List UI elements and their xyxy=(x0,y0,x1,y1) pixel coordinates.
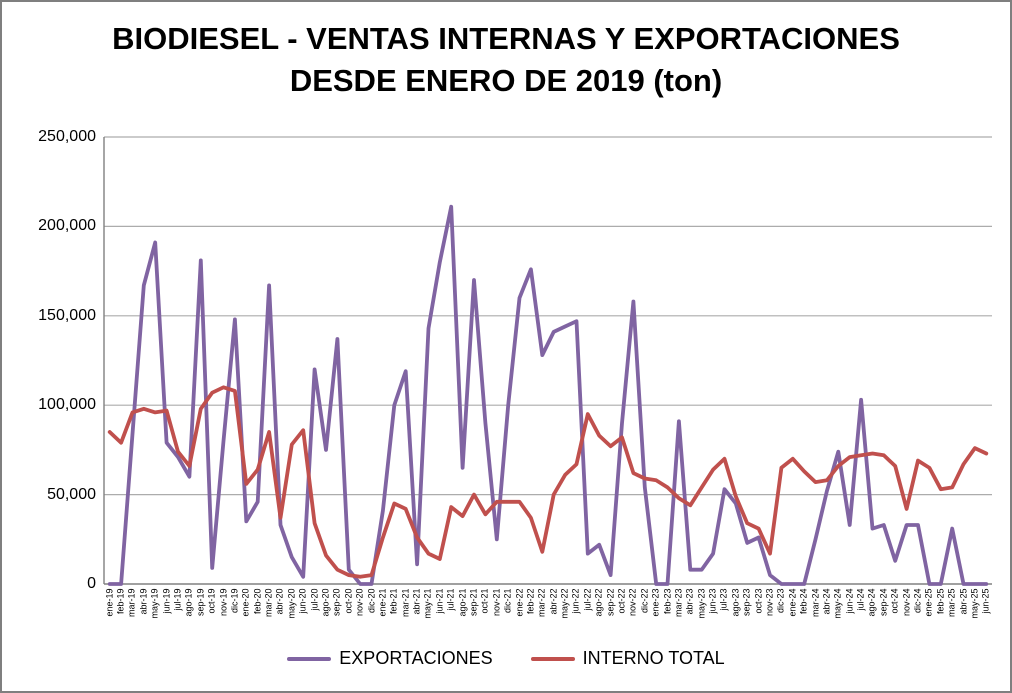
x-axis-tick-label: abr-19 xyxy=(138,588,149,615)
x-axis-tick-label: mar-19 xyxy=(126,588,137,618)
chart-title-line2: DESDE ENERO DE 2019 (ton) xyxy=(289,63,723,98)
x-axis-tick-label: sep-20 xyxy=(331,588,342,617)
y-axis-tick-label: 0 xyxy=(87,575,96,592)
x-axis-tick-label: sep-23 xyxy=(741,588,752,617)
x-axis-tick-label: ago-22 xyxy=(593,588,604,617)
x-axis-tick-label: ago-19 xyxy=(183,588,194,617)
x-axis-tick-label: jun-21 xyxy=(434,588,445,614)
y-axis-tick-label: 50,000 xyxy=(47,485,96,503)
x-axis-tick-label: feb-19 xyxy=(115,588,126,615)
legend-label-exportaciones: EXPORTACIONES xyxy=(339,648,493,668)
x-axis-tick-label: nov-23 xyxy=(764,588,775,617)
x-axis-tick-label: sep-24 xyxy=(878,588,889,617)
x-axis-tick-label: jul-21 xyxy=(445,588,456,611)
x-axis-tick-label: nov-24 xyxy=(901,588,912,617)
x-axis-tick-label: oct-22 xyxy=(616,588,627,614)
y-axis-tick-label: 150,000 xyxy=(38,306,96,324)
x-axis-tick-label: feb-20 xyxy=(252,588,263,615)
x-axis-tick-label: jul-24 xyxy=(855,588,866,611)
x-axis-tick-label: abr-24 xyxy=(821,588,832,615)
x-axis-tick-label: ago-21 xyxy=(457,588,468,617)
x-axis-tick-label: feb-24 xyxy=(798,588,809,615)
x-axis-tick-label: ago-20 xyxy=(320,588,331,617)
x-axis-tick-label: jul-20 xyxy=(309,588,320,611)
x-axis-tick-label: mar-24 xyxy=(810,588,821,618)
x-axis-tick-label: abr-20 xyxy=(274,588,285,615)
x-axis-tick-label: abr-25 xyxy=(958,588,969,615)
x-axis-tick-label: feb-23 xyxy=(662,588,673,615)
x-axis-tick-label: may-25 xyxy=(969,588,980,619)
x-axis-tick-label: oct-20 xyxy=(343,588,354,614)
x-axis-tick-label: sep-19 xyxy=(195,588,206,617)
x-axis-tick-label: abr-23 xyxy=(684,588,695,615)
x-axis-tick-label: dic-23 xyxy=(775,588,786,614)
x-axis-tick-label: ene-22 xyxy=(514,588,525,617)
x-axis-tick-label: may-19 xyxy=(149,588,160,619)
x-axis-tick-label: dic-21 xyxy=(502,588,513,614)
x-axis-tick-label: jun-20 xyxy=(297,588,308,614)
x-axis-tick-label: mar-25 xyxy=(946,588,957,618)
y-axis-tick-label: 250,000 xyxy=(38,128,96,145)
legend-item-exportaciones: EXPORTACIONES xyxy=(287,648,493,669)
x-axis-tick-label: mar-23 xyxy=(673,588,684,618)
x-axis-tick-label: ene-25 xyxy=(923,588,934,617)
x-axis-tick-label: dic-20 xyxy=(366,588,377,614)
interno-total-line-swatch-icon xyxy=(530,656,575,661)
x-axis-tick-label: may-23 xyxy=(696,588,707,619)
x-axis-tick-label: abr-22 xyxy=(548,588,559,615)
x-axis-tick-label: ene-21 xyxy=(377,588,388,617)
x-axis-tick-label: feb-21 xyxy=(388,588,399,615)
x-axis-tick-label: jul-19 xyxy=(172,588,183,611)
x-axis-tick-label: feb-25 xyxy=(935,588,946,615)
x-axis-tick-label: nov-22 xyxy=(627,588,638,617)
x-axis-tick-label: oct-19 xyxy=(206,588,217,614)
x-axis-tick-label: nov-20 xyxy=(354,588,365,617)
legend-item-interno-total: INTERNO TOTAL xyxy=(530,648,725,669)
x-axis-tick-label: feb-22 xyxy=(525,588,536,615)
x-axis-tick-label: jul-23 xyxy=(718,588,729,611)
x-axis-tick-label: ene-19 xyxy=(104,588,115,617)
chart-title: BIODIESEL - VENTAS INTERNAS Y EXPORTACIO… xyxy=(2,18,1010,102)
x-axis-tick-label: jul-22 xyxy=(582,588,593,611)
x-axis-tick-label: ago-23 xyxy=(730,588,741,617)
x-axis-tick-label: dic-22 xyxy=(639,588,650,614)
x-axis-tick-label: may-20 xyxy=(286,588,297,619)
x-axis-tick-label: ene-23 xyxy=(650,588,661,617)
x-axis-tick-label: oct-23 xyxy=(753,588,764,614)
legend-label-interno-total: INTERNO TOTAL xyxy=(582,648,725,668)
x-axis-tick-label: sep-22 xyxy=(605,588,616,617)
x-axis-tick-label: mar-20 xyxy=(263,588,274,618)
legend: EXPORTACIONES INTERNO TOTAL xyxy=(2,648,1010,669)
x-axis-tick-label: oct-21 xyxy=(479,588,490,614)
x-axis-tick-label: jun-22 xyxy=(570,588,581,614)
x-axis-tick-label: may-22 xyxy=(559,588,570,619)
x-axis-tick-label: may-21 xyxy=(422,588,433,619)
exportaciones-line-swatch-icon xyxy=(287,656,332,661)
x-axis-tick-label: jun-24 xyxy=(844,588,855,614)
x-axis-tick-label: abr-21 xyxy=(411,588,422,615)
y-axis-tick-label: 100,000 xyxy=(38,396,96,414)
x-axis-tick-label: mar-22 xyxy=(536,588,547,618)
x-axis-tick-label: sep-21 xyxy=(468,588,479,617)
x-axis-tick-label: nov-21 xyxy=(491,588,502,617)
y-axis-tick-label: 200,000 xyxy=(38,217,96,235)
x-axis-tick-label: ago-24 xyxy=(866,588,877,617)
x-axis-tick-label: jun-19 xyxy=(161,588,172,614)
x-axis-tick-label: dic-24 xyxy=(912,588,923,614)
x-axis-tick-label: may-24 xyxy=(832,588,843,619)
x-axis-tick-label: jun-25 xyxy=(980,588,991,614)
x-axis-tick-label: ene-24 xyxy=(787,588,798,617)
chart-title-line1: BIODIESEL - VENTAS INTERNAS Y EXPORTACIO… xyxy=(112,21,900,56)
interno-total-line xyxy=(107,385,989,579)
x-axis-tick-label: jun-23 xyxy=(707,588,718,614)
x-axis-tick-label: ene-20 xyxy=(240,588,251,617)
x-axis-tick-label: oct-24 xyxy=(889,588,900,614)
x-axis-tick-label: nov-19 xyxy=(218,588,229,617)
x-axis-tick-label: dic-19 xyxy=(229,588,240,614)
x-axis-tick-label: mar-21 xyxy=(400,588,411,618)
